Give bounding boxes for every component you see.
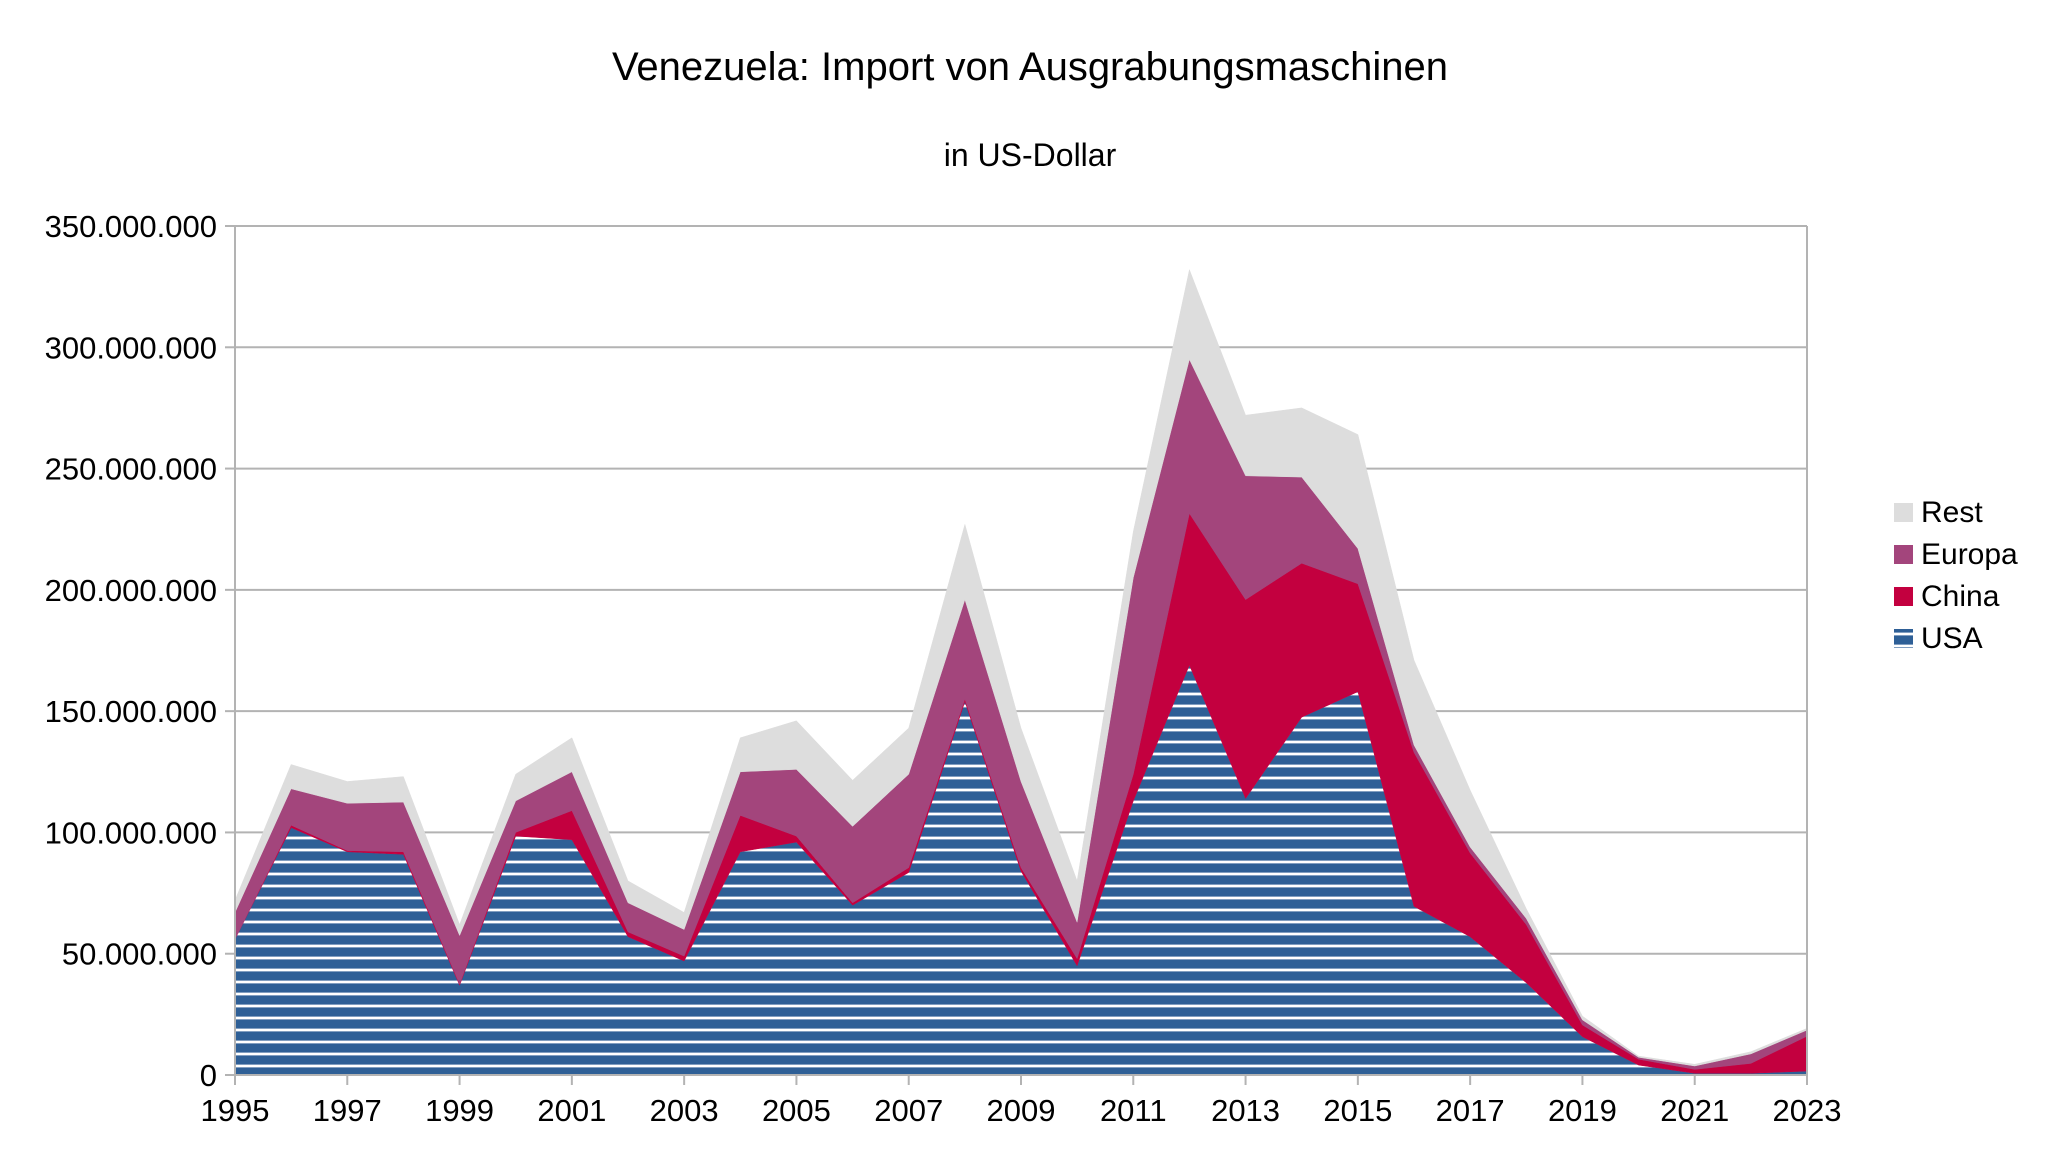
legend-item-rest: Rest (1894, 496, 1983, 529)
y-tick-label: 100.000.000 (45, 815, 217, 850)
x-tick-label: 2001 (537, 1093, 606, 1128)
legend-swatch (1894, 629, 1913, 648)
x-tick-label: 2013 (1211, 1093, 1280, 1128)
x-tick-label: 2017 (1436, 1093, 1505, 1128)
legend-label: USA (1921, 622, 1983, 655)
x-tick-label: 2011 (1100, 1093, 1167, 1128)
y-tick-label: 0 (200, 1058, 217, 1093)
chart-subtitle: in US-Dollar (944, 137, 1117, 173)
x-tick-label: 2009 (987, 1093, 1056, 1128)
legend-swatch (1894, 503, 1913, 522)
x-tick-label: 2019 (1548, 1093, 1617, 1128)
x-tick-label: 2003 (650, 1093, 719, 1128)
y-tick-label: 350.000.000 (45, 209, 217, 244)
x-tick-label: 2015 (1323, 1093, 1392, 1128)
chart-title: Venezuela: Import von Ausgrabungsmaschin… (612, 45, 1448, 89)
legend: Rest Europa China USA (1894, 496, 2018, 655)
y-axis-ticks: 0 50.000.000 100.000.000 150.000.000 200.000… (45, 209, 235, 1093)
y-tick-label: 250.000.000 (45, 452, 217, 487)
x-tick-label: 2021 (1660, 1093, 1729, 1128)
legend-swatch (1894, 545, 1913, 564)
area-usa (235, 665, 1807, 1075)
y-tick-label: 50.000.000 (62, 937, 217, 972)
x-tick-label: 2023 (1773, 1093, 1842, 1128)
legend-label: Europa (1921, 538, 2018, 571)
legend-label: Rest (1921, 496, 1983, 529)
y-tick-label: 150.000.000 (45, 694, 217, 729)
legend-item-usa: USA (1894, 622, 1983, 655)
x-axis-ticks: 1995 1997 1999 2001 2003 2005 2007 2009 2011 2013… (201, 1075, 1842, 1128)
legend-swatch (1894, 587, 1913, 606)
y-tick-label: 200.000.000 (45, 573, 217, 608)
x-tick-label: 1995 (201, 1093, 270, 1128)
legend-item-europa: Europa (1894, 538, 2018, 571)
x-tick-label: 1999 (425, 1093, 494, 1128)
x-tick-label: 2007 (874, 1093, 943, 1128)
x-tick-label: 2005 (762, 1093, 831, 1128)
legend-label: China (1921, 580, 2000, 613)
y-tick-label: 300.000.000 (45, 330, 217, 365)
x-tick-label: 1997 (313, 1093, 382, 1128)
legend-item-china: China (1894, 580, 2000, 613)
